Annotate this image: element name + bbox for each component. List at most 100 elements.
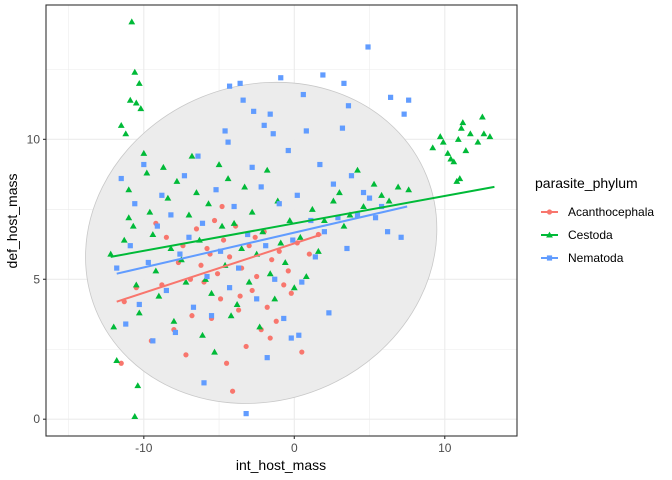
- point-nematoda: [264, 355, 270, 361]
- point-nematoda: [201, 380, 207, 386]
- point-acanthocephala: [217, 296, 224, 302]
- point-nematoda: [360, 189, 367, 196]
- point-acanthocephala: [211, 217, 218, 224]
- point-cestoda: [132, 281, 140, 288]
- point-acanthocephala: [183, 352, 189, 358]
- point-cestoda: [462, 147, 470, 154]
- point-nematoda: [317, 161, 323, 168]
- point-cestoda: [340, 222, 348, 229]
- point-acanthocephala: [226, 254, 233, 260]
- point-nematoda: [354, 212, 361, 218]
- point-acanthocephala: [299, 349, 305, 355]
- point-acanthocephala: [264, 304, 270, 310]
- point-nematoda: [398, 234, 404, 240]
- y-tick-label: 10: [27, 132, 41, 146]
- point-cestoda: [135, 309, 143, 316]
- point-nematoda: [199, 220, 206, 226]
- legend-label-cestoda: Cestoda: [568, 228, 613, 242]
- point-nematoda: [213, 187, 219, 193]
- point-nematoda: [123, 321, 129, 327]
- y-tick-label: 5: [33, 272, 40, 286]
- point-cestoda: [233, 301, 241, 308]
- series-cestoda: [107, 18, 494, 419]
- point-acanthocephala: [219, 203, 225, 210]
- point-acanthocephala: [214, 271, 221, 277]
- point-cestoda: [314, 247, 322, 254]
- point-cestoda: [478, 113, 486, 120]
- legend-key-marker-acanthocephala: [546, 209, 553, 215]
- point-cestoda: [308, 205, 316, 212]
- point-cestoda: [132, 99, 140, 106]
- point-cestoda: [164, 194, 172, 201]
- point-cestoda: [302, 273, 310, 280]
- point-cestoda: [143, 169, 151, 176]
- point-cestoda: [486, 133, 494, 140]
- point-nematoda: [261, 122, 267, 128]
- point-nematoda: [341, 80, 347, 86]
- point-cestoda: [346, 211, 354, 218]
- point-cestoda: [215, 161, 223, 168]
- point-nematoda: [245, 231, 251, 238]
- point-nematoda: [339, 125, 346, 131]
- point-cestoda: [173, 177, 181, 184]
- point-acanthocephala: [189, 313, 195, 319]
- point-cestoda: [354, 166, 361, 173]
- point-cestoda: [474, 138, 482, 145]
- point-nematoda: [335, 215, 341, 221]
- point-cestoda: [224, 175, 232, 182]
- point-acanthocephala: [204, 245, 210, 252]
- point-cestoda: [230, 219, 238, 226]
- point-cestoda: [256, 323, 264, 330]
- point-cestoda: [277, 239, 285, 246]
- point-cestoda: [241, 183, 249, 190]
- point-nematoda: [278, 75, 284, 81]
- point-nematoda: [384, 229, 391, 235]
- point-nematoda: [365, 44, 371, 50]
- legend: parasite_phylum Acanthocephala Cestoda N…: [535, 175, 654, 265]
- point-nematoda: [127, 243, 133, 249]
- point-cestoda: [107, 250, 115, 257]
- point-cestoda: [454, 135, 462, 142]
- point-cestoda: [281, 259, 289, 266]
- point-acanthocephala: [267, 335, 273, 341]
- point-cestoda: [456, 175, 464, 182]
- point-cestoda: [436, 133, 444, 140]
- point-cestoda: [140, 149, 148, 156]
- point-cestoda: [167, 245, 175, 252]
- point-cestoda: [296, 233, 304, 240]
- point-cestoda: [120, 236, 128, 243]
- point-nematoda: [263, 243, 269, 249]
- point-cestoda: [336, 189, 343, 196]
- point-nematoda: [163, 287, 169, 294]
- x-tick-label: 0: [291, 441, 298, 455]
- trend-line-cestoda: [110, 185, 495, 258]
- point-nematoda: [321, 229, 327, 235]
- point-nematoda: [330, 181, 337, 187]
- point-acanthocephala: [246, 243, 252, 249]
- point-cestoda: [459, 119, 467, 126]
- point-nematoda: [326, 310, 332, 316]
- point-acanthocephala: [288, 290, 294, 296]
- point-cestoda: [134, 382, 142, 389]
- point-nematoda: [254, 296, 260, 302]
- point-nematoda: [159, 192, 165, 198]
- point-nematoda: [190, 304, 197, 310]
- trend-layer: [110, 185, 495, 303]
- point-nematoda: [177, 251, 183, 257]
- point-acanthocephala: [223, 360, 230, 366]
- point-acanthocephala: [237, 293, 243, 299]
- point-nematoda: [225, 139, 231, 145]
- point-cestoda: [218, 222, 226, 229]
- point-cestoda: [205, 200, 212, 207]
- legend-key-marker-nematoda: [546, 255, 553, 261]
- point-cestoda: [131, 68, 139, 75]
- point-acanthocephala: [276, 248, 282, 254]
- point-nematoda: [312, 254, 318, 260]
- point-cestoda: [126, 96, 134, 103]
- point-nematoda: [141, 161, 147, 168]
- point-cestoda: [208, 289, 215, 296]
- point-nematoda: [236, 265, 242, 271]
- point-cestoda: [238, 245, 246, 252]
- point-nematoda: [372, 215, 379, 221]
- legend-key-marker-cestoda: [546, 231, 553, 238]
